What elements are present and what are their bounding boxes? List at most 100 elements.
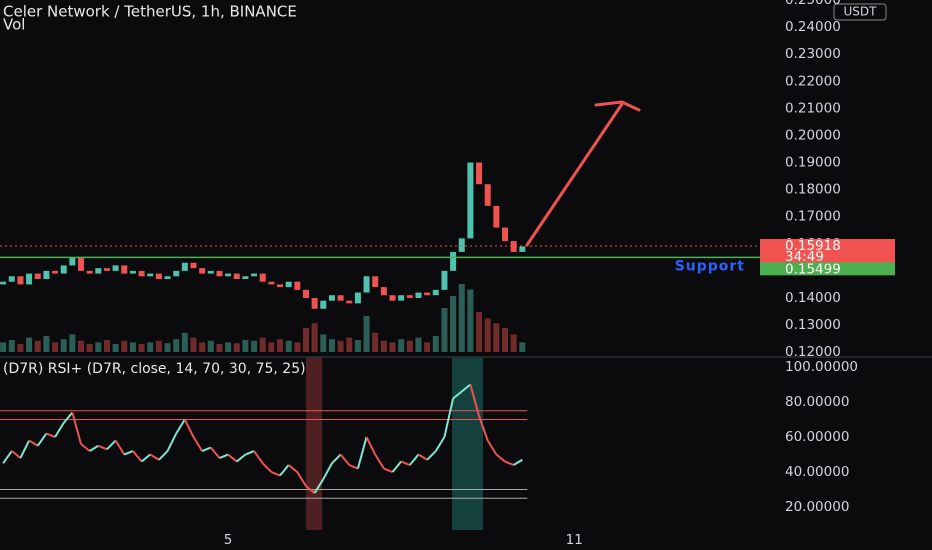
volume-bar <box>86 344 93 352</box>
volume-bar <box>259 337 266 352</box>
candle-body <box>380 287 387 296</box>
y-tick-label: 0.12000 <box>785 344 841 360</box>
rsi-segment <box>383 467 393 473</box>
candle-body <box>458 238 465 252</box>
oversold-zone <box>306 357 322 530</box>
volume-bar <box>285 340 292 352</box>
volume-bar <box>484 318 491 352</box>
candle-body <box>268 281 275 285</box>
volume-bar <box>112 344 119 352</box>
candle-body <box>354 292 361 304</box>
y-tick-label: 40.00000 <box>785 464 849 480</box>
volume-bar <box>155 340 162 352</box>
volume-bar <box>363 316 370 352</box>
candle-body <box>181 262 188 271</box>
plot-layer <box>0 162 760 530</box>
last-price: 0.15918 <box>785 238 841 254</box>
rsi-segment <box>2 450 13 464</box>
rsi-segment <box>183 419 195 438</box>
rsi-segment <box>270 471 281 477</box>
y-tick-label: 0.24000 <box>785 19 841 35</box>
rsi-segment <box>132 450 143 463</box>
candle-body <box>233 273 240 279</box>
rsi-segment <box>417 453 428 461</box>
y-tick-label: 80.00000 <box>785 394 849 410</box>
rsi-segment <box>62 411 74 424</box>
candle-body <box>424 292 431 296</box>
candle-body <box>294 281 301 290</box>
rsi-segment <box>513 458 523 466</box>
candle-body <box>34 273 41 279</box>
support-tag <box>760 262 895 276</box>
candle-body <box>164 276 171 279</box>
rsi-segment <box>288 464 298 473</box>
candle-body <box>415 292 422 298</box>
x-tick-label: 5 <box>224 532 233 548</box>
volume-bar <box>467 289 474 352</box>
rsi-segment <box>210 446 221 459</box>
candle-body <box>129 270 136 274</box>
x-tick-label: 11 <box>566 532 583 548</box>
rsi-segment <box>253 450 264 464</box>
volume-bar <box>190 337 197 352</box>
candle-body <box>510 241 517 252</box>
rsi-segment <box>123 450 134 456</box>
candle-body <box>17 276 24 285</box>
y-tick-label: 0.14000 <box>785 290 841 306</box>
volume-bar <box>294 342 301 352</box>
rsi-segment <box>114 439 126 456</box>
candle-body <box>363 276 370 293</box>
candle-body <box>43 270 50 279</box>
volume-bar <box>337 340 344 352</box>
candle-body <box>277 284 284 288</box>
rsi-segment <box>331 453 342 464</box>
volume-bar <box>398 339 405 352</box>
volume-bar <box>320 334 327 352</box>
rsi-segment <box>452 390 463 400</box>
rsi-segment <box>262 462 273 473</box>
volume-bar <box>181 332 188 352</box>
volume-bar <box>441 308 448 352</box>
rsi-segment <box>504 460 515 466</box>
volume-label: Vol <box>3 16 25 34</box>
candle-body <box>493 205 500 228</box>
y-tick-label: 0.25000 <box>785 0 841 8</box>
rsi-segment <box>140 453 151 463</box>
volume-bar <box>277 339 284 352</box>
volume-bar <box>52 342 59 352</box>
overbought-zone <box>452 357 483 530</box>
volume-bar <box>458 284 465 352</box>
rsi-segment <box>305 485 316 494</box>
y-tick-label: 0.19000 <box>785 155 841 171</box>
y-tick-label: 0.22000 <box>785 73 841 89</box>
volume-bar <box>34 340 41 352</box>
rsi-segment <box>80 443 91 452</box>
volume-bar <box>17 344 24 352</box>
rsi-segment <box>478 415 489 441</box>
volume-bar <box>389 342 396 352</box>
candle-body <box>77 257 84 271</box>
candle-body <box>320 300 327 309</box>
volume-bar <box>251 340 258 352</box>
rsi-segment <box>365 436 377 455</box>
volume-bar <box>432 336 439 352</box>
rsi-segment <box>71 412 82 445</box>
volume-bar <box>103 340 110 352</box>
y-tick-label: 60.00000 <box>785 429 849 445</box>
volume-bar <box>8 340 15 352</box>
rsi-segment <box>391 460 402 473</box>
candle-body <box>259 273 266 282</box>
candle-body <box>86 270 93 274</box>
last-price-tag <box>760 238 895 263</box>
volume-bar <box>502 328 509 352</box>
candle-body <box>467 162 474 239</box>
volume-bar <box>328 339 335 352</box>
volume-bar <box>164 343 171 352</box>
candle-body <box>155 273 162 279</box>
rsi-segment <box>11 450 22 459</box>
arrow-annotation <box>525 100 641 247</box>
candle-body <box>328 295 335 301</box>
candle-body <box>302 289 309 298</box>
candle-body <box>242 276 249 279</box>
candle-body <box>519 246 526 252</box>
